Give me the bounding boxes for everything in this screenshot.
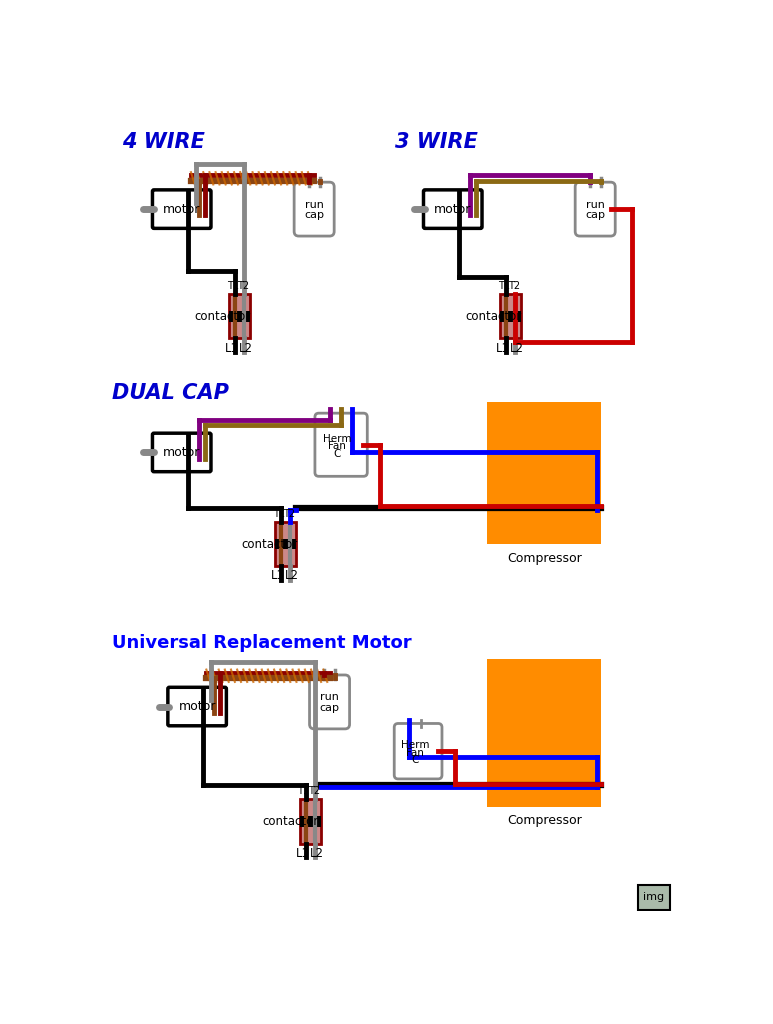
Text: 3 WIRE: 3 WIRE (395, 132, 478, 153)
Text: Compressor: Compressor (507, 552, 582, 565)
Text: T2: T2 (284, 509, 295, 519)
Text: DUAL CAP: DUAL CAP (112, 383, 230, 403)
Bar (299, 816, 321, 826)
Text: contactor: contactor (263, 815, 318, 827)
Text: T1: T1 (273, 509, 284, 519)
Text: T2: T2 (237, 281, 250, 291)
Bar (638, 885, 670, 909)
Bar (299, 799, 321, 844)
FancyBboxPatch shape (309, 675, 349, 729)
Text: T2: T2 (308, 785, 320, 796)
Text: contactor: contactor (241, 538, 298, 551)
Bar (229, 294, 250, 339)
Bar (499, 310, 521, 322)
Text: C: C (411, 756, 419, 766)
Bar (229, 310, 250, 322)
Text: L2: L2 (509, 342, 523, 354)
Text: L1: L1 (271, 569, 285, 583)
Text: T1: T1 (226, 281, 239, 291)
Text: Fan: Fan (406, 748, 424, 758)
Text: img: img (643, 893, 664, 902)
Text: motor: motor (163, 203, 200, 216)
Text: Herm: Herm (400, 740, 429, 750)
Text: cap: cap (319, 703, 339, 713)
Text: Herm: Herm (323, 433, 352, 443)
Text: T1: T1 (498, 281, 509, 291)
Text: contactor: contactor (195, 309, 251, 323)
Bar (275, 522, 297, 566)
Text: L1: L1 (495, 342, 510, 354)
Text: C: C (334, 449, 341, 459)
Text: run: run (586, 200, 604, 210)
Text: cap: cap (585, 210, 605, 220)
Bar (488, 658, 601, 807)
Text: L2: L2 (239, 342, 253, 354)
Text: Compressor: Compressor (507, 814, 582, 827)
Text: cap: cap (304, 210, 324, 220)
Text: T1: T1 (298, 785, 309, 796)
FancyBboxPatch shape (424, 189, 482, 228)
Text: L2: L2 (284, 569, 299, 583)
FancyBboxPatch shape (295, 182, 334, 237)
Text: L1: L1 (225, 342, 239, 354)
FancyBboxPatch shape (152, 189, 211, 228)
FancyBboxPatch shape (575, 182, 615, 237)
FancyBboxPatch shape (152, 433, 211, 472)
Bar (275, 539, 297, 550)
Text: run: run (305, 200, 324, 210)
Text: L1: L1 (295, 847, 310, 860)
Text: L2: L2 (309, 847, 323, 860)
Text: T2: T2 (509, 281, 520, 291)
Text: 4 WIRE: 4 WIRE (121, 132, 205, 153)
FancyBboxPatch shape (315, 413, 367, 476)
Text: motor: motor (179, 700, 216, 713)
Text: run: run (320, 692, 339, 702)
Text: motor: motor (434, 203, 472, 216)
Bar (499, 294, 521, 339)
Text: Fan: Fan (329, 441, 346, 452)
Text: motor: motor (163, 445, 200, 459)
Bar (488, 401, 601, 544)
Text: contactor: contactor (466, 309, 522, 323)
Text: Universal Replacement Motor: Universal Replacement Motor (112, 634, 412, 652)
FancyBboxPatch shape (168, 687, 226, 726)
FancyBboxPatch shape (394, 724, 442, 779)
